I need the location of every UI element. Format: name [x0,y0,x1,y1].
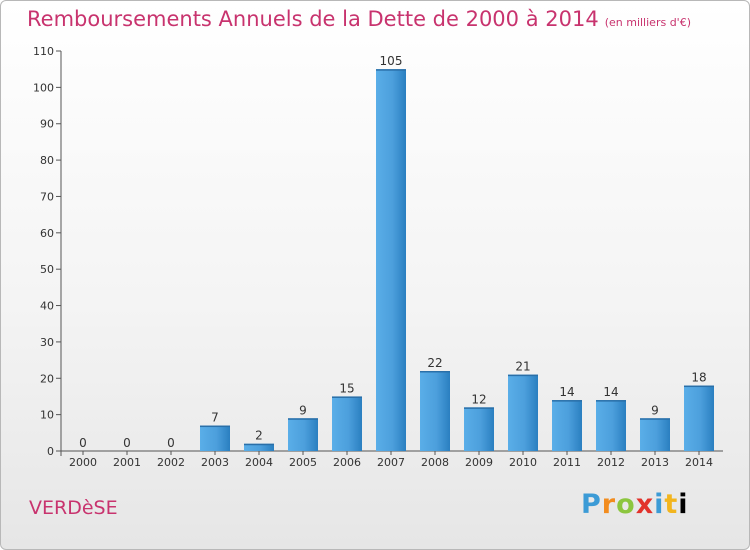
bar-top-edge [464,407,494,409]
x-tick-label: 2004 [245,456,273,469]
bar-value-label: 7 [211,411,219,425]
chart-title-text: Remboursements Annuels de la Dette de 20… [27,7,599,31]
x-tick-label: 2008 [421,456,449,469]
bar [464,407,494,451]
bar-top-edge [596,400,626,402]
y-tick-label: 30 [40,336,54,349]
x-tick-label: 2006 [333,456,361,469]
bar-value-label: 9 [651,403,659,417]
x-tick-label: 2013 [641,456,669,469]
bar-value-label: 2 [255,429,263,443]
x-tick-label: 2012 [597,456,625,469]
bar [244,443,274,451]
y-tick-label: 90 [40,118,54,131]
bar [200,425,230,451]
bar [376,69,406,451]
x-tick-label: 2001 [113,456,141,469]
bar [552,400,582,451]
bar-value-label: 0 [79,436,87,450]
y-tick-label: 20 [40,372,54,385]
bar [596,400,626,451]
x-tick-label: 2007 [377,456,405,469]
bar-value-label: 14 [603,385,618,399]
y-tick-label: 10 [40,409,54,422]
bar [332,396,362,451]
bar-value-label: 18 [691,371,706,385]
bar-top-edge [508,374,538,377]
commune-name: VERDèSE [29,497,118,519]
bar-value-label: 22 [427,356,442,370]
bar [640,418,670,451]
bar-top-edge [332,396,362,398]
chart-unit: (en milliers d'€) [604,16,691,29]
y-tick-label: 40 [40,300,54,313]
y-tick-label: 100 [33,81,54,94]
y-tick-label: 50 [40,263,54,276]
y-tick-label: 80 [40,154,54,167]
x-tick-label: 2009 [465,456,493,469]
chart-labels: 0 0 0 7 2 9 15 105 22 12 21 14 14 9 18 [79,54,706,450]
bar-top-edge [552,400,582,402]
bar-top-edge [288,418,318,420]
bar [684,385,714,451]
chart-title: Remboursements Annuels de la Dette de 20… [27,7,691,31]
x-tick-label: 2003 [201,456,229,469]
bar-value-label: 105 [380,54,403,68]
y-tick-label: 70 [40,190,54,203]
x-tick-label: 2010 [509,456,537,469]
bar-value-label: 0 [167,436,175,450]
y-tick-label: 60 [40,227,54,240]
x-tick-label: 2000 [69,456,97,469]
proxiti-logo: Proxiti [581,489,689,520]
bar-top-edge [640,418,670,420]
bar [420,371,450,451]
chart-bars [200,69,714,451]
bar-value-label: 14 [559,385,574,399]
x-tick-label: 2002 [157,456,185,469]
bar [508,374,538,451]
x-tick-label: 2014 [685,456,713,469]
bar-top-edge [244,443,274,446]
bar-value-label: 21 [515,360,530,374]
bar-value-label: 9 [299,403,307,417]
bar-top-edge [420,371,450,373]
bar [288,418,318,451]
bar-value-label: 15 [339,381,354,395]
y-tick-label: 0 [47,445,54,458]
y-tick-label: 110 [33,45,54,58]
bar-value-label: 0 [123,436,131,450]
x-tick-label: 2005 [289,456,317,469]
bar-top-edge [376,69,406,71]
x-tick-label: 2011 [553,456,581,469]
bar-top-edge [200,425,230,428]
bar-top-edge [684,385,714,388]
bar-value-label: 12 [471,392,486,406]
